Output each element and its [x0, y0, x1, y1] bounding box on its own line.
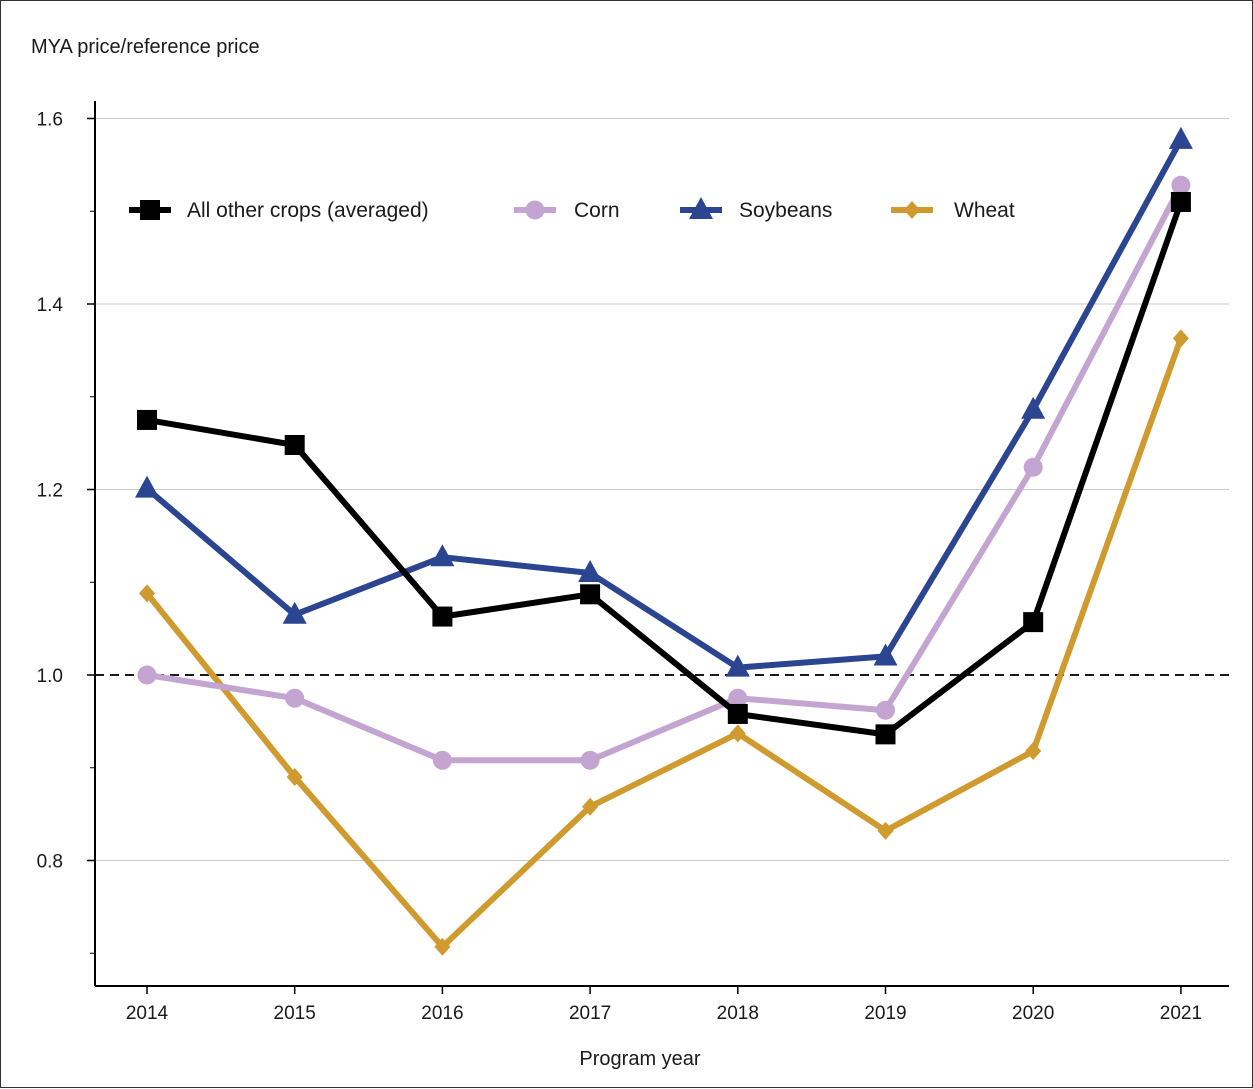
x-tick-label: 2017 — [569, 1003, 611, 1024]
data-point — [432, 606, 453, 627]
legend-label: All other crops (averaged) — [187, 199, 429, 222]
x-tick-labels: 2014 2015 2016 2017 2018 2019 2020 2021 — [126, 1003, 1202, 1024]
x-tick-label: 2015 — [274, 1003, 316, 1024]
data-point — [1025, 742, 1042, 761]
series-soybeans — [135, 126, 1193, 677]
data-point — [1171, 175, 1191, 195]
data-point — [135, 475, 159, 498]
legend-item: Corn — [514, 199, 620, 222]
data-point — [1172, 329, 1189, 348]
data-point — [434, 937, 451, 956]
data-point — [430, 544, 455, 567]
data-point — [1168, 126, 1193, 149]
data-point — [286, 768, 303, 787]
series-line — [146, 201, 1184, 738]
legend-marker — [904, 201, 920, 219]
data-point — [284, 434, 305, 455]
y-tick-label: 0.8 — [37, 852, 63, 873]
series-all-other-crops-averaged — [137, 191, 1191, 745]
legend-marker — [689, 197, 713, 219]
series-corn — [137, 175, 1191, 770]
data-point — [875, 724, 896, 745]
data-point — [137, 409, 157, 430]
legend-label: Soybeans — [739, 199, 832, 222]
data-point — [139, 584, 155, 603]
series-line — [145, 138, 1184, 671]
x-tick-label: 2020 — [1012, 1003, 1054, 1024]
data-point — [282, 601, 307, 624]
legend-item: All other crops (averaged) — [129, 199, 429, 222]
y-tick-labels: 1.6 1.4 1.2 1.0 0.8 — [37, 110, 64, 873]
legend-item: Soybeans — [680, 197, 832, 222]
data-point — [727, 703, 748, 724]
data-point — [1023, 457, 1043, 477]
legend-marker — [140, 200, 160, 220]
legend-marker — [525, 200, 545, 220]
data-point — [729, 724, 746, 743]
data-point — [1021, 396, 1046, 419]
x-tick-label: 2019 — [864, 1003, 906, 1024]
data-point — [582, 797, 599, 816]
data-point — [1170, 191, 1191, 212]
series-wheat — [139, 329, 1189, 956]
y-tick-label: 1.4 — [37, 295, 64, 316]
data-point — [725, 654, 750, 677]
gridlines — [95, 118, 1229, 861]
axes — [87, 101, 1229, 994]
x-tick-label: 2018 — [717, 1003, 759, 1024]
data-point — [580, 750, 600, 770]
data-point — [877, 821, 894, 840]
x-tick-label: 2016 — [421, 1003, 463, 1024]
data-point — [578, 559, 603, 582]
data-point — [873, 643, 898, 666]
data-point — [580, 584, 601, 605]
x-tick-label: 2021 — [1160, 1003, 1202, 1024]
series-line — [144, 337, 1184, 950]
data-point — [137, 665, 157, 685]
data-point — [728, 688, 748, 708]
legend-item: Wheat — [891, 199, 1015, 222]
legend: All other crops (averaged) Corn Soybeans Wh… — [129, 197, 1015, 222]
y-axis-title: MYA price/reference price — [31, 36, 260, 58]
x-tick-label: 2014 — [126, 1003, 169, 1024]
legend-label: Corn — [574, 199, 620, 222]
series-line — [146, 183, 1184, 764]
series-group — [135, 126, 1193, 956]
y-tick-label: 1.6 — [37, 110, 63, 131]
data-point — [432, 750, 452, 770]
data-point — [285, 688, 305, 708]
legend-label: Wheat — [954, 199, 1015, 222]
x-axis-title: Program year — [579, 1048, 700, 1070]
data-point — [1023, 612, 1044, 633]
y-tick-label: 1.0 — [37, 666, 63, 687]
data-point — [876, 700, 895, 720]
y-tick-label: 1.2 — [37, 481, 63, 502]
